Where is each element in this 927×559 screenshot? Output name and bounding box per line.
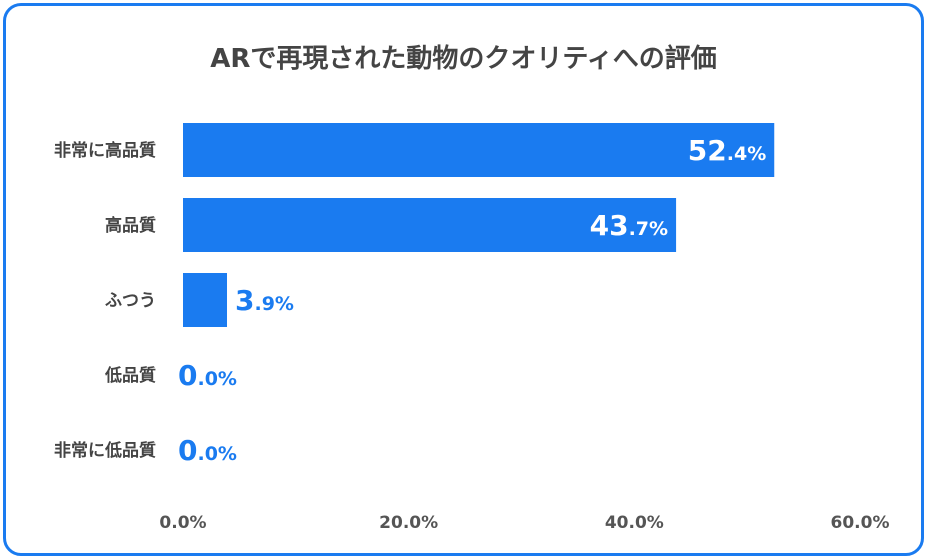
bar [183, 198, 677, 252]
category-label: ふつう [105, 291, 156, 311]
value-label: 43.7% [590, 209, 668, 242]
value-label: 0.0% [178, 359, 237, 392]
category-label: 高品質 [105, 215, 156, 236]
category-label: 非常に高品質 [54, 140, 156, 161]
bar [183, 273, 228, 327]
value-label: 0.0% [178, 434, 237, 467]
chart-frame [3, 3, 924, 556]
value-label: 3.9% [235, 284, 294, 317]
chart-title: ARで再現された動物のクオリティへの評価 [210, 44, 717, 74]
x-tick-label: 40.0% [605, 513, 664, 533]
bar [183, 123, 775, 177]
category-label: 非常に低品質 [54, 440, 156, 461]
x-tick-label: 60.0% [831, 513, 890, 533]
x-tick-label: 20.0% [379, 513, 438, 533]
x-tick-label: 0.0% [159, 513, 206, 533]
value-label: 52.4% [688, 134, 766, 167]
category-label: 低品質 [104, 365, 156, 386]
